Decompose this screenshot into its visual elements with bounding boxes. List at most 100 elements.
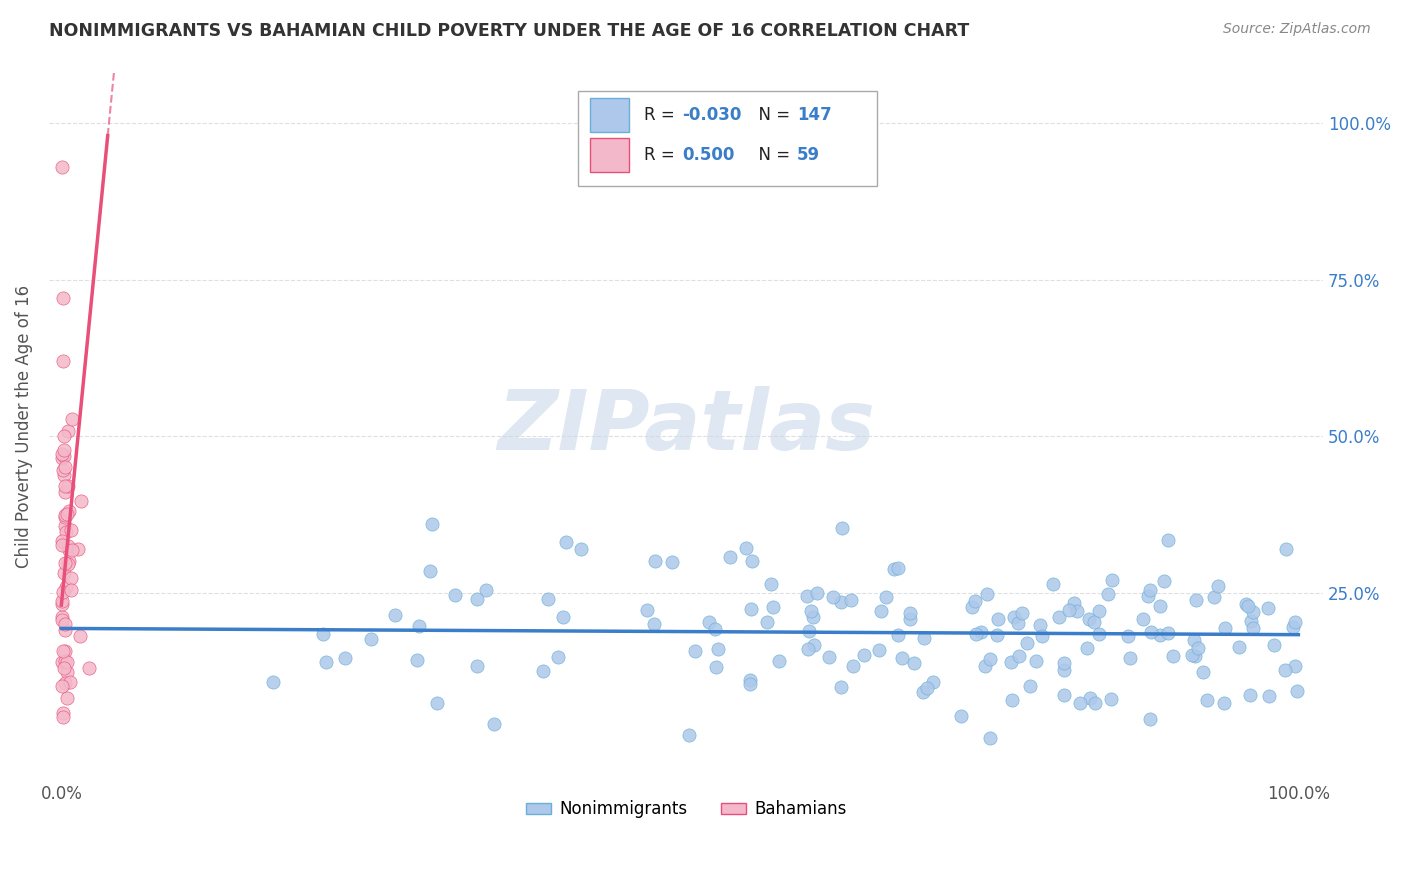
Point [976, 587, 998, 601]
Point [55, 525, 77, 540]
Point [830, 681, 852, 695]
Point [537, 592, 560, 607]
Point [408, 619, 430, 633]
Y-axis label: Child Poverty Under the Age of 16: Child Poverty Under the Age of 16 [15, 285, 32, 568]
Point [1184, 648, 1206, 663]
Point [1025, 655, 1047, 669]
Point [707, 642, 730, 657]
Point [1008, 648, 1031, 663]
Point [52, 710, 75, 724]
Point [51, 655, 73, 669]
Point [806, 586, 828, 600]
Point [59, 674, 82, 689]
Point [53, 508, 76, 522]
Point [1149, 628, 1171, 642]
Point [883, 562, 905, 576]
Text: R =: R = [644, 146, 681, 164]
Point [51, 533, 73, 548]
Point [419, 564, 441, 578]
Point [868, 643, 890, 657]
Point [52, 291, 75, 305]
Point [52, 585, 75, 599]
Point [58, 557, 80, 571]
Point [1182, 633, 1205, 648]
Point [58, 543, 80, 558]
Point [644, 554, 666, 568]
Point [70, 494, 93, 508]
Point [60, 571, 83, 585]
Point [1077, 612, 1099, 626]
Point [444, 588, 467, 602]
Point [53, 479, 76, 493]
Text: NONIMMIGRANTS VS BAHAMIAN CHILD POVERTY UNDER THE AGE OF 16 CORRELATION CHART: NONIMMIGRANTS VS BAHAMIAN CHILD POVERTY … [49, 22, 970, 40]
Point [51, 679, 73, 693]
Point [569, 541, 592, 556]
Point [1097, 587, 1119, 601]
Point [384, 607, 406, 622]
Point [911, 685, 934, 699]
Point [1241, 605, 1264, 619]
Bar [591, 98, 628, 132]
Point [1139, 625, 1161, 640]
Point [1263, 638, 1285, 652]
Point [1187, 640, 1209, 655]
Point [53, 510, 76, 524]
Point [474, 582, 496, 597]
Point [51, 609, 73, 624]
Point [51, 447, 73, 461]
Point [1001, 693, 1024, 707]
Text: Source: ZipAtlas.com: Source: ZipAtlas.com [1223, 22, 1371, 37]
Point [52, 449, 75, 463]
Point [55, 518, 77, 533]
Point [1139, 583, 1161, 598]
Point [800, 604, 823, 618]
Point [1007, 615, 1029, 630]
Point [465, 592, 488, 607]
Point [51, 538, 73, 552]
Point [759, 577, 782, 591]
Point [58, 479, 80, 493]
Point [1197, 693, 1219, 707]
Point [678, 728, 700, 742]
Point [1284, 615, 1306, 630]
Point [960, 599, 983, 614]
Point [1139, 712, 1161, 726]
Point [426, 696, 449, 710]
Point [887, 628, 910, 642]
Point [56, 539, 79, 553]
Point [56, 690, 79, 705]
Point [312, 627, 335, 641]
Point [1284, 658, 1306, 673]
Point [53, 661, 76, 675]
Point [55, 580, 77, 594]
Point [531, 664, 554, 678]
Point [803, 638, 825, 652]
Point [1161, 648, 1184, 663]
Point [738, 677, 761, 691]
Point [1237, 599, 1260, 613]
Point [1257, 601, 1279, 615]
Point [555, 534, 578, 549]
Point [1052, 657, 1074, 671]
Point [1181, 648, 1204, 663]
Text: N =: N = [748, 146, 796, 164]
Point [1132, 612, 1154, 626]
Text: -0.030: -0.030 [682, 106, 741, 124]
Point [1047, 610, 1070, 624]
Point [768, 654, 790, 668]
Point [56, 425, 79, 439]
Point [315, 655, 337, 669]
Point [1069, 696, 1091, 710]
Point [1078, 691, 1101, 706]
Point [898, 606, 921, 620]
Point [1239, 688, 1261, 702]
Point [738, 673, 761, 688]
Point [1099, 692, 1122, 706]
Point [1087, 627, 1109, 641]
Point [1157, 625, 1180, 640]
Text: 147: 147 [797, 106, 832, 124]
Point [839, 592, 862, 607]
Point [262, 674, 284, 689]
Point [484, 717, 506, 731]
Point [1208, 579, 1230, 593]
